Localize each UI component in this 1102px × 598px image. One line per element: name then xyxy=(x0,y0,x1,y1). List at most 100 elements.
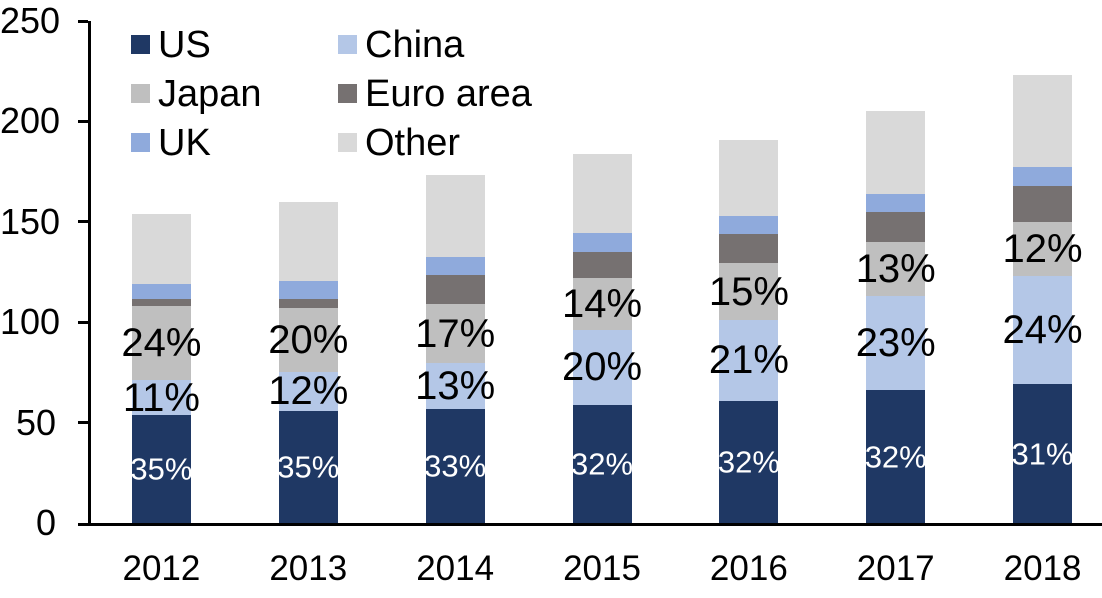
value-label: 11% xyxy=(122,375,200,420)
segment-japan: 13% xyxy=(856,241,936,297)
segment-us: 35% xyxy=(277,410,340,523)
y-tick-label: 250 xyxy=(0,0,61,41)
segment-euro-area xyxy=(425,275,485,305)
value-label: 24% xyxy=(1002,308,1083,353)
segment-china: 11% xyxy=(123,378,200,418)
segment-uk xyxy=(719,215,779,234)
segment-china: 23% xyxy=(856,296,936,391)
x-axis-label-2017: 2017 xyxy=(856,549,935,588)
value-label: 17% xyxy=(415,311,496,356)
bar-2018: 31% 24% 12% xyxy=(1003,75,1083,523)
legend-swatch-other xyxy=(338,133,357,152)
segment-uk xyxy=(425,256,485,276)
segment-japan: 20% xyxy=(268,308,348,373)
y-axis-line xyxy=(88,21,91,526)
bar-2013: 35% 12% 20% xyxy=(268,201,348,523)
legend-swatch-uk xyxy=(131,133,150,152)
segment-uk xyxy=(131,284,191,300)
value-label: 21% xyxy=(708,338,789,383)
segment-japan: 14% xyxy=(562,278,642,331)
y-tick-mark xyxy=(78,320,88,324)
segment-other xyxy=(278,201,338,282)
x-axis-labels: 2012 2013 2014 2015 2016 2017 2018 xyxy=(88,551,1102,586)
value-label: 32% xyxy=(570,446,634,482)
value-label: 12% xyxy=(268,369,349,414)
segment-japan: 17% xyxy=(415,304,495,364)
legend-swatch-japan xyxy=(131,84,150,103)
y-tick-label: 150 xyxy=(0,200,61,242)
legend-item-other: Other xyxy=(338,118,532,167)
segment-uk xyxy=(572,232,632,252)
segment-us: 35% xyxy=(130,414,193,523)
bar-slot-2017: 32% 23% 13% xyxy=(822,21,969,523)
segment-china: 20% xyxy=(562,330,642,405)
segment-other xyxy=(572,153,632,233)
bar-2014: 33% 13% 17% xyxy=(415,174,495,523)
segment-uk xyxy=(1013,166,1073,186)
value-label: 20% xyxy=(268,318,349,363)
value-label: 13% xyxy=(415,363,496,408)
legend-label-euro-area: Euro area xyxy=(365,72,532,115)
segment-japan: 12% xyxy=(1003,221,1083,277)
segment-euro-area xyxy=(572,251,632,279)
segment-japan: 15% xyxy=(709,262,789,321)
legend-label-other: Other xyxy=(365,121,461,164)
x-axis-label-2014: 2014 xyxy=(416,549,495,588)
x-axis-label-2018: 2018 xyxy=(1003,549,1082,588)
bar-2016: 32% 21% 15% xyxy=(709,139,789,523)
legend-item-china: China xyxy=(338,20,532,69)
legend-swatch-euro-area xyxy=(338,84,357,103)
value-label: 35% xyxy=(130,451,193,487)
value-label: 13% xyxy=(855,247,936,291)
value-label: 32% xyxy=(864,439,927,475)
segment-other xyxy=(719,139,779,216)
segment-uk xyxy=(866,193,926,212)
legend-item-uk: UK xyxy=(131,118,338,167)
x-axis-label-2016: 2016 xyxy=(709,549,788,588)
value-label: 20% xyxy=(561,345,643,390)
segment-uk xyxy=(278,281,338,300)
value-label: 31% xyxy=(1011,436,1074,472)
y-tick-mark xyxy=(78,421,88,425)
bar-2015: 32% 20% 14% xyxy=(562,153,642,523)
value-label: 15% xyxy=(708,269,789,314)
plot-area: 35% 11% 24% 35% 12% 20% 33% 13% 17% 32% 20% 14% 32% 2… xyxy=(88,21,1102,523)
segment-other xyxy=(425,174,485,257)
y-tick-mark xyxy=(78,220,88,224)
y-tick-mark xyxy=(78,19,88,23)
bar-slot-2012: 35% 11% 24% xyxy=(88,21,235,523)
x-axis-label-2015: 2015 xyxy=(563,549,641,588)
segment-china: 13% xyxy=(415,363,495,409)
bar-slot-2013: 35% 12% 20% xyxy=(235,21,382,523)
legend-label-japan: Japan xyxy=(158,72,262,115)
segment-other xyxy=(131,213,191,285)
value-label: 14% xyxy=(561,282,643,327)
bar-2017: 32% 23% 13% xyxy=(856,111,936,523)
segment-other xyxy=(866,111,926,194)
segment-euro-area xyxy=(1013,185,1073,222)
segment-us: 32% xyxy=(570,404,634,523)
segment-other xyxy=(1013,75,1073,167)
value-label: 12% xyxy=(1002,226,1083,271)
value-label: 35% xyxy=(277,449,340,485)
x-axis-label-2012: 2012 xyxy=(122,549,201,588)
value-label: 23% xyxy=(855,321,936,366)
y-tick-mark xyxy=(78,119,88,123)
y-tick-label: 100 xyxy=(0,301,61,343)
segment-china: 12% xyxy=(268,371,348,411)
segment-euro-area xyxy=(131,299,191,307)
bar-slot-2016: 32% 21% 15% xyxy=(675,21,822,523)
value-label: 32% xyxy=(717,444,780,480)
legend-swatch-china xyxy=(338,35,357,54)
legend-label-china: China xyxy=(365,23,465,66)
segment-china: 24% xyxy=(1003,276,1083,385)
segment-us: 33% xyxy=(424,408,486,523)
legend-label-us: US xyxy=(158,23,211,66)
segment-us: 32% xyxy=(864,390,927,523)
y-tick-label: 0 xyxy=(35,502,56,543)
segment-us: 32% xyxy=(717,400,780,523)
legend-item-euro-area: Euro area xyxy=(338,69,532,118)
legend-item-japan: Japan xyxy=(131,69,338,118)
y-tick-label: 200 xyxy=(0,100,61,142)
